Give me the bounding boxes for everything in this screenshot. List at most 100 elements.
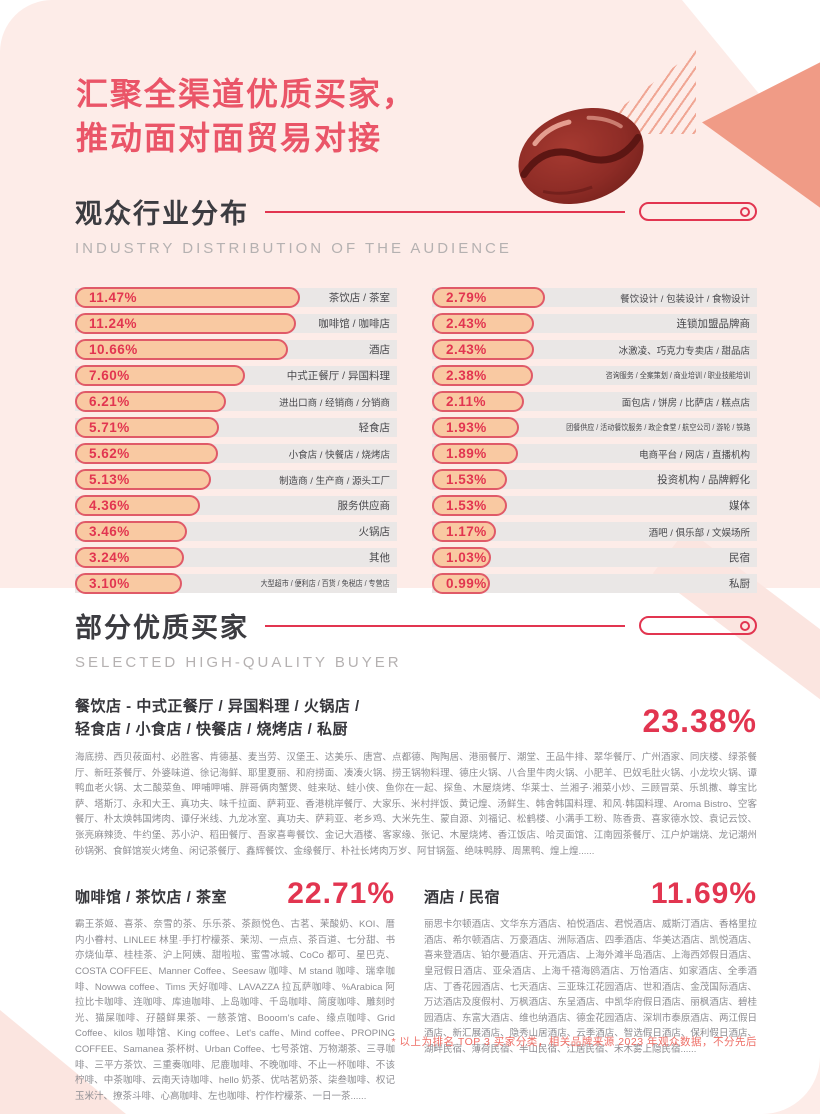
industry-row-label: 小食店 / 快餐店 / 烧烤店: [288, 449, 390, 461]
industry-row: 电商平台 / 网店 / 直播机构 1.89%: [432, 443, 757, 464]
industry-distribution-section: 观众行业分布 INDUSTRY DISTRIBUTION OF THE AUDI…: [75, 192, 757, 599]
industry-bar-value: 1.89%: [446, 446, 487, 461]
industry-bar: 0.99%: [432, 573, 490, 594]
industry-row-label: 私厨: [729, 578, 750, 590]
industry-bar: 4.36%: [75, 495, 200, 516]
industry-bar: 2.38%: [432, 365, 533, 386]
industry-row-label: 中式正餐厅 / 异国料理: [286, 370, 390, 382]
industry-bar-value: 1.93%: [446, 420, 487, 435]
industry-row: 餐饮设计 / 包装设计 / 食物设计 2.79%: [432, 287, 757, 308]
industry-row: 小食店 / 快餐店 / 烧烤店 5.62%: [75, 443, 397, 464]
restaurant-group-percent: 23.38%: [642, 703, 757, 739]
industry-bar: 2.79%: [432, 287, 545, 308]
industry-bar-value: 2.11%: [446, 394, 487, 409]
industry-row: 服务供应商 4.36%: [75, 495, 397, 516]
industry-bar: 3.46%: [75, 521, 187, 542]
industry-bar: 11.24%: [75, 313, 296, 334]
industry-bar-value: 7.60%: [89, 368, 130, 383]
hotel-group-heading: 酒店 / 民宿: [424, 889, 501, 907]
industry-bar: 10.66%: [75, 339, 288, 360]
industry-bar-value: 3.24%: [89, 550, 130, 565]
industry-row-label: 大型超市 / 便利店 / 百货 / 免税店 / 专营店: [260, 579, 390, 588]
industry-bar: 1.53%: [432, 469, 507, 490]
decorative-pill: [639, 202, 757, 221]
industry-bar-value: 11.47%: [89, 290, 138, 305]
industry-row: 其他 3.24%: [75, 547, 397, 568]
footnote: * 以上为排名 TOP 3 买家分类，相关品牌来源 2023 年观众数据，不分先…: [391, 1036, 757, 1048]
coffee-bean-icon: [518, 107, 644, 205]
selected-buyers-section: 部分优质买家 SELECTED HIGH-QUALITY BUYER 餐饮店 -…: [75, 606, 757, 1104]
industry-row: 媒体 1.53%: [432, 495, 757, 516]
buyers-section-header: 部分优质买家: [75, 606, 757, 645]
industry-row: 私厨 0.99%: [432, 573, 757, 594]
hotel-group-header: 酒店 / 民宿 11.69%: [424, 879, 757, 909]
buyers-section-subtitle: SELECTED HIGH-QUALITY BUYER: [75, 654, 402, 671]
industry-row: 民宿 1.03%: [432, 547, 757, 568]
industry-row: 进出口商 / 经销商 / 分销商 6.21%: [75, 391, 397, 412]
decorative-pill: [639, 616, 757, 635]
industry-row: 中式正餐厅 / 异国料理 7.60%: [75, 365, 397, 386]
industry-row-label: 面包店 / 饼房 / 比萨店 / 糕点店: [621, 397, 750, 409]
industry-row-track: 媒体: [432, 496, 757, 515]
industry-bar-value: 1.53%: [446, 472, 487, 487]
industry-row-label: 民宿: [729, 552, 750, 564]
industry-bars-right-column: 餐饮设计 / 包装设计 / 食物设计 2.79% 连锁加盟品牌商 2.43% 冰激凌、巧…: [432, 287, 757, 599]
industry-row: 酒吧 / 俱乐部 / 文娱场所 1.17%: [432, 521, 757, 542]
industry-section-subtitle: INDUSTRY DISTRIBUTION OF THE AUDIENCE: [75, 240, 512, 257]
industry-bar-value: 0.99%: [446, 576, 487, 591]
industry-bar-value: 6.21%: [89, 394, 130, 409]
industry-bar-value: 1.03%: [446, 550, 487, 565]
industry-bar: 5.13%: [75, 469, 211, 490]
industry-bar: 6.21%: [75, 391, 226, 412]
industry-row-label: 火锅店: [358, 526, 391, 538]
industry-bar-chart: 茶饮店 / 茶室 11.47% 咖啡馆 / 咖啡店 11.24% 酒店 10.66% 中式正…: [75, 287, 757, 599]
industry-bar: 7.60%: [75, 365, 245, 386]
industry-bar-value: 4.36%: [89, 498, 130, 513]
industry-row: 火锅店 3.46%: [75, 521, 397, 542]
industry-section-title: 观众行业分布: [75, 199, 249, 229]
hero-title: 汇聚全渠道优质买家， 推动面对面贸易对接: [76, 72, 416, 160]
industry-row-label: 投资机构 / 品牌孵化: [657, 474, 750, 486]
industry-bar: 1.53%: [432, 495, 507, 516]
industry-bar-value: 10.66%: [89, 342, 138, 357]
industry-bar: 2.43%: [432, 313, 534, 334]
industry-bar: 5.62%: [75, 443, 218, 464]
coffee-group-heading: 咖啡馆 / 茶饮店 / 茶室: [75, 889, 228, 907]
industry-bar: 3.10%: [75, 573, 182, 594]
restaurant-heading-line2: 轻食店 / 小食店 / 快餐店 / 烧烤店 / 私厨: [75, 721, 349, 738]
industry-row-label: 咖啡馆 / 咖啡店: [318, 318, 390, 330]
buyer-groups-row: 咖啡馆 / 茶饮店 / 茶室 22.71% 霸王茶姬、喜茶、奈雪的茶、乐乐茶、茶…: [75, 879, 757, 1104]
industry-row-label: 咨询服务 / 全案策划 / 商业培训 / 职业技能培训: [605, 371, 750, 380]
industry-bar-value: 2.79%: [446, 290, 487, 305]
industry-section-header: 观众行业分布: [75, 192, 757, 231]
industry-bar: 2.11%: [432, 391, 524, 412]
industry-row-label: 媒体: [729, 500, 750, 512]
industry-row-label: 酒店: [369, 344, 390, 356]
hotel-group-percent: 11.69%: [650, 877, 757, 911]
industry-row: 连锁加盟品牌商 2.43%: [432, 313, 757, 334]
industry-bar: 3.24%: [75, 547, 184, 568]
industry-row-label: 轻食店: [358, 422, 391, 434]
decorative-dot-icon: [740, 620, 750, 631]
industry-row-label: 餐饮设计 / 包装设计 / 食物设计: [620, 293, 750, 305]
industry-row: 面包店 / 饼房 / 比萨店 / 糕点店 2.11%: [432, 391, 757, 412]
industry-row-label: 冰激凌、巧克力专卖店 / 甜品店: [618, 345, 750, 357]
industry-row: 茶饮店 / 茶室 11.47%: [75, 287, 397, 308]
industry-bar: 1.93%: [432, 417, 519, 438]
industry-row: 大型超市 / 便利店 / 百货 / 免税店 / 专营店 3.10%: [75, 573, 397, 594]
decorative-line: [265, 624, 625, 627]
restaurant-brand-list: 海底捞、西贝莜面村、必胜客、肯德基、麦当劳、汉堡王、达美乐、唐宫、点都德、陶陶居…: [75, 752, 757, 857]
coffee-group-header: 咖啡馆 / 茶饮店 / 茶室 22.71%: [75, 879, 395, 909]
hero-title-line1: 汇聚全渠道优质买家，: [76, 76, 417, 112]
industry-row-label: 连锁加盟品牌商: [676, 318, 751, 330]
industry-bar: 2.43%: [432, 339, 534, 360]
industry-row-label: 其他: [369, 552, 390, 564]
industry-row-track: 私厨: [432, 574, 757, 593]
industry-row: 团餐供应 / 活动餐饮服务 / 政企食堂 / 航空公司 / 游轮 / 铁路 1.9…: [432, 417, 757, 438]
buyer-group-coffee-tea: 咖啡馆 / 茶饮店 / 茶室 22.71% 霸王茶姬、喜茶、奈雪的茶、乐乐茶、茶…: [75, 879, 395, 1104]
industry-row-label: 电商平台 / 网店 / 直播机构: [639, 449, 750, 461]
industry-bar-value: 11.24%: [89, 316, 138, 331]
coffee-brand-list: 霸王茶姬、喜茶、奈雪的茶、乐乐茶、茶颜悦色、古茗、茉酸奶、KOI、厝内小眷村、L…: [75, 919, 395, 1102]
buyer-group-restaurants: 餐饮店 - 中式正餐厅 / 异国料理 / 火锅店 / 轻食店 / 小食店 / 快…: [75, 695, 757, 741]
